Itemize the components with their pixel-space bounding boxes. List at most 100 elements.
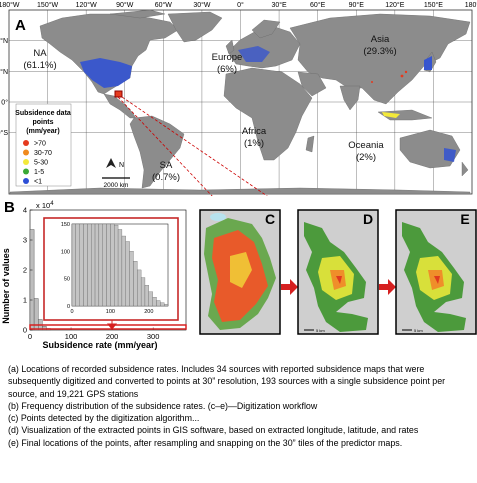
zoom-line-left (117, 96, 213, 196)
lon-tick-label: 180° (465, 1, 477, 9)
inset-bar (71, 223, 76, 307)
inset-bar (83, 223, 88, 307)
inset-bar (156, 300, 161, 307)
region-name: NA (33, 48, 47, 59)
inset-bar (144, 285, 149, 307)
inset-x-tick-label: 200 (144, 309, 153, 315)
landmass-arabia (297, 71, 327, 97)
legend-items: >70 30-70 5-30 1-5 <1 (23, 140, 52, 186)
points-indonesia (382, 112, 400, 118)
points-europe (238, 46, 270, 62)
inset-bar (106, 223, 111, 307)
x-tick-label: 100 (65, 332, 78, 341)
inset-bar (91, 223, 96, 307)
panel-a-letter: A (15, 17, 26, 34)
inset-bar (98, 223, 103, 307)
legend-swatch (23, 149, 29, 156)
panel-c-yellow-points (230, 252, 252, 288)
region-percent: (1%) (244, 138, 264, 149)
inset-bar (94, 223, 100, 307)
north-label: N (119, 162, 124, 169)
lon-tick-label: 90°W (116, 1, 134, 9)
legend-label: 30-70 (34, 150, 52, 157)
landmass-new-zealand (461, 161, 469, 177)
inset-bar (87, 223, 92, 307)
lon-tick-label: 30°E (271, 1, 287, 9)
legend-label: >70 (34, 141, 46, 148)
inset-x-tick-label: 0 (70, 309, 73, 315)
region-name: SA (160, 160, 173, 171)
lon-tick-label: 120°E (385, 1, 404, 9)
legend-title-3: (mm/year) (26, 128, 59, 135)
legend: Subsidence data points (mm/year) >70 30-7… (15, 103, 72, 187)
panel-e-letter: E (460, 211, 469, 227)
y-tick-label: 3 (23, 236, 27, 245)
inset-bar (117, 229, 123, 307)
panel-b-letter: B (4, 199, 15, 216)
inset-y-tick-label: 150 (61, 222, 70, 228)
inset-bar (75, 223, 80, 307)
region-percent: (29.3%) (363, 46, 396, 57)
caption-line-b: (b) Frequency distribution of the subsid… (8, 400, 318, 411)
inset-bar (148, 291, 153, 307)
north-arrow-icon: N (106, 158, 124, 169)
inset-y-tick-label: 50 (64, 277, 70, 283)
panel-e-scale: 5 km (414, 328, 423, 333)
inset-y-tick-label: 100 (61, 249, 70, 255)
inset-bar (125, 241, 130, 307)
y-tick-label: 0 (23, 326, 27, 335)
legend-swatch (23, 168, 29, 175)
panel-e: E 5 km (395, 209, 477, 335)
scale-bar-label: 2000 km (104, 182, 129, 189)
lat-tick-label: 30°N (0, 68, 8, 76)
landmass-greenland (167, 11, 223, 43)
y-tick-label: 2 (23, 266, 27, 275)
mexico-city-marker (114, 90, 123, 98)
region-percent: (6%) (217, 64, 237, 75)
lat-tick-label: 60°N (0, 37, 8, 45)
legend-label: 5-30 (34, 160, 48, 167)
region-percent: (0.7%) (152, 172, 180, 183)
caption-line-d: (d) Visualization of the extracted point… (8, 425, 419, 436)
inset-bar (79, 223, 84, 307)
inset-x-tick-label: 100 (106, 309, 115, 315)
x-tick-label: 200 (106, 332, 119, 341)
panel-c: C (199, 209, 281, 335)
lat-tick-label: 30°S (0, 129, 8, 137)
lon-tick-label: 60°W (155, 1, 173, 9)
histogram-bar (33, 298, 39, 331)
histogram-chart: 0 1 2 3 4 0 100 200 300 0 50 100 150 0 100 200 (23, 206, 187, 341)
panel-e-red (434, 276, 440, 284)
y-tick-label: 4 (23, 206, 27, 215)
legend-title-1: Subsidence data (15, 110, 71, 117)
panel-d-red (336, 276, 342, 284)
legend-swatch (23, 140, 29, 146)
x-tick-label: 0 (28, 332, 32, 341)
panel-c-letter: C (265, 211, 275, 227)
inset-bar (129, 251, 134, 307)
points-japan (424, 56, 432, 70)
caption-line-a: (a) Locations of recorded subsidence rat… (8, 364, 446, 399)
lon-tick-label: 120°W (76, 1, 97, 9)
region-percent: (61.1%) (23, 60, 56, 71)
landmass-south-america (129, 115, 185, 189)
caption-line-e: (e) Final locations of the points, after… (8, 437, 403, 448)
inset-bar (164, 304, 169, 307)
figure-caption: (a) Locations of recorded subsidence rat… (8, 363, 470, 449)
panel-d-letter: D (363, 211, 373, 227)
landmass-indonesia (377, 109, 433, 121)
inset-bar (140, 277, 146, 307)
region-name: Asia (371, 34, 390, 45)
world-map: 180°W 150°W 120°W 90°W 60°W 30°W 0° 30°E 60°E 90°… (0, 1, 477, 196)
points-australia (444, 148, 456, 162)
inset-bar (110, 223, 115, 307)
lower-panels: B x 104 0 1 2 3 4 0 100 200 300 0 50 100 150 0 100 200 … (0, 198, 477, 358)
lon-tick-label: 180°W (0, 1, 20, 9)
landmass-madagascar (305, 135, 315, 153)
region-labels: NA(61.1%) Europe(6%) Asia(29.3%) Africa(1%)… (23, 34, 396, 183)
landmass-scandinavia (251, 19, 281, 39)
lon-tick-label: 150°W (37, 1, 58, 9)
inset-bar (137, 269, 142, 307)
inset-bar (160, 302, 165, 307)
